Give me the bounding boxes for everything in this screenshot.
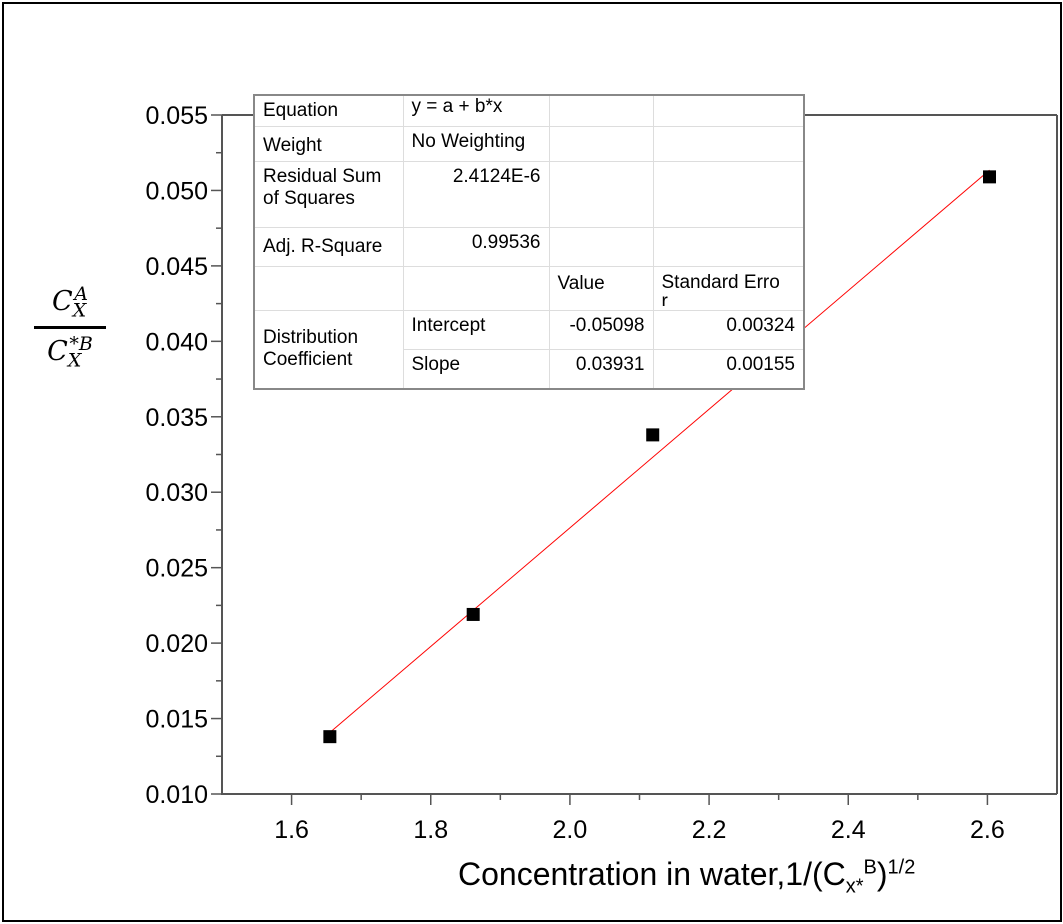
table-row: Distribution Coefficient Intercept -0.050…	[253, 310, 805, 389]
group-label: Distribution Coefficient	[253, 310, 404, 389]
x-tick-label: 1.6	[274, 816, 309, 844]
table-row: Slope 0.03931 0.00155	[254, 349, 805, 389]
table-row: Equation y = a + b*x	[253, 94, 805, 127]
x-tick-label: 2.2	[692, 816, 727, 844]
y-tick-label: 0.035	[145, 404, 208, 432]
y-tick-label: 0.025	[145, 555, 208, 583]
data-point	[323, 730, 337, 744]
y-tick-label: 0.055	[145, 102, 208, 130]
data-point	[646, 428, 660, 442]
y-tick-label: 0.045	[145, 253, 208, 281]
y-axis-label: CXA CX*B	[30, 283, 110, 373]
y-tick-label: 0.020	[145, 630, 208, 658]
x-tick-label: 2.4	[831, 816, 866, 844]
rss-label: Residual Sum of Squares	[253, 161, 404, 228]
fit-statistics-table: Equation y = a + b*x Weight No Weighting…	[253, 94, 805, 390]
data-point	[983, 170, 997, 184]
table-row: Adj. R-Square 0.99536	[253, 227, 805, 267]
y-tick-label: 0.010	[145, 781, 208, 809]
x-axis-label: Concentration in water,1/(Cx*B)1/2	[458, 856, 916, 898]
x-tick-label: 1.8	[413, 816, 448, 844]
y-tick-label: 0.015	[145, 706, 208, 734]
x-tick-label: 2.0	[553, 816, 588, 844]
y-tick-label: 0.040	[145, 328, 208, 356]
data-point	[466, 607, 480, 621]
table-row: Value Standard Erro r	[253, 266, 805, 311]
y-tick-label: 0.030	[145, 479, 208, 507]
y-tick-label: 0.050	[145, 177, 208, 205]
table-row: Residual Sum of Squares 2.4124E-6	[253, 161, 805, 228]
stderr-header: Standard Erro r	[652, 266, 805, 311]
x-tick-label: 2.6	[970, 816, 1005, 844]
fit-line	[329, 169, 990, 733]
table-row: Weight No Weighting	[253, 126, 805, 162]
